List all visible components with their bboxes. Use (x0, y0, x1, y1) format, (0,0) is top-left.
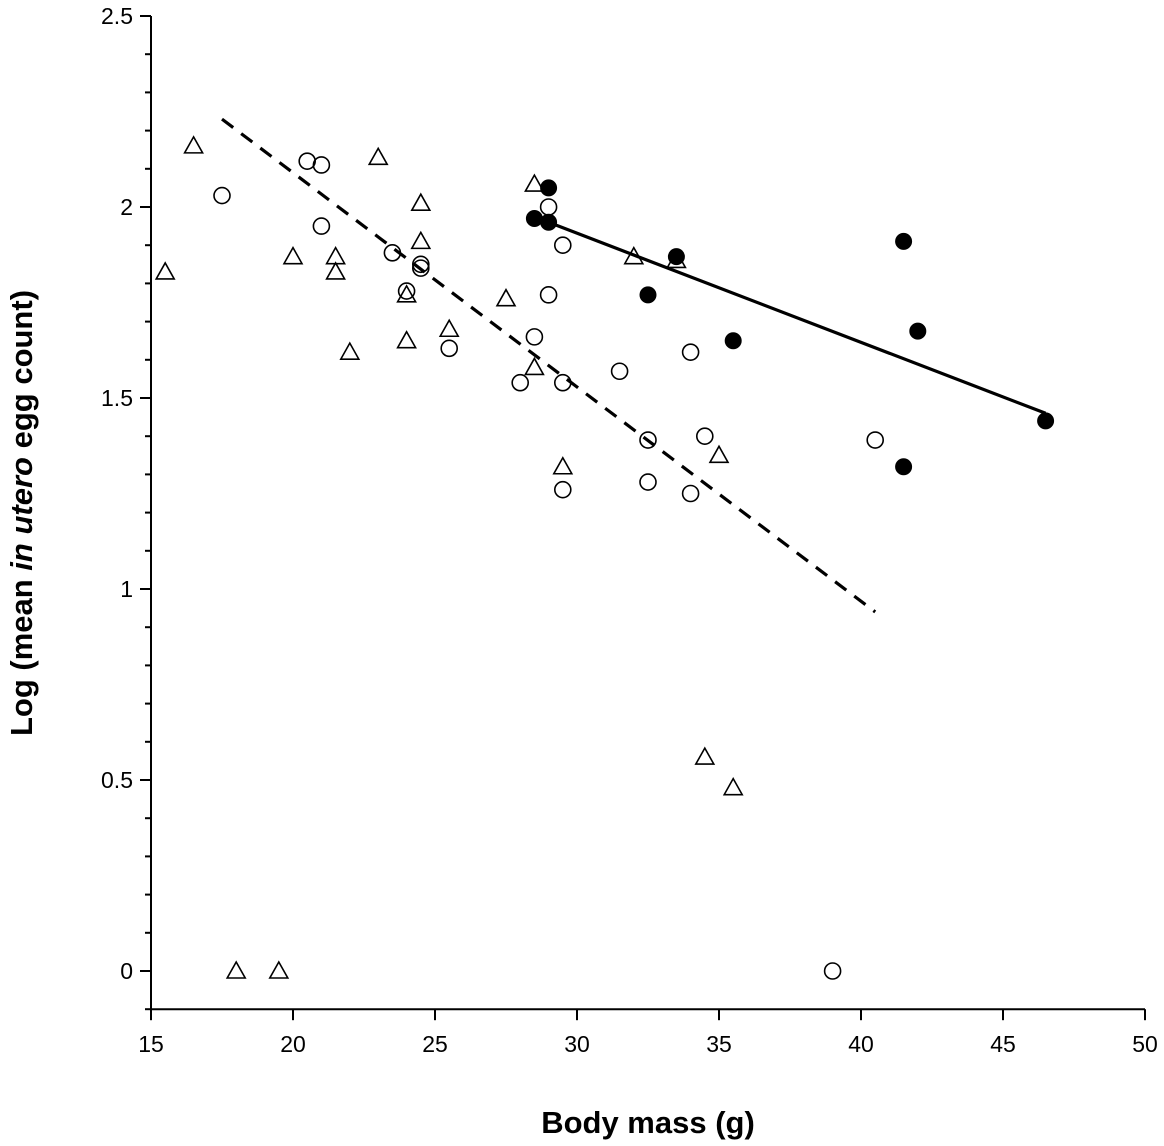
x-tick-label: 25 (422, 1031, 448, 1057)
triangle-point (339, 341, 361, 360)
triangle-point (183, 135, 204, 154)
open-circle-point (639, 473, 657, 491)
triangle-point (495, 288, 517, 307)
open-circle-point (610, 362, 629, 381)
x-tick-label: 30 (564, 1031, 590, 1057)
triangle-point (410, 192, 432, 211)
triangle-point (367, 146, 389, 166)
open-circle-point (553, 236, 572, 254)
open-circle-point (823, 962, 842, 980)
triangle-point (722, 777, 744, 796)
open-circle-point (525, 328, 544, 346)
x-tick-label: 40 (848, 1031, 874, 1057)
open-circle-point (383, 244, 402, 262)
open-circle-point (511, 373, 530, 392)
y-axis-label: Log (mean in utero egg count) (4, 290, 39, 736)
y-tick-label: 0.5 (101, 767, 133, 793)
y-tick-label: 2.5 (101, 3, 133, 29)
open-circle-point (639, 431, 657, 449)
open-circle-point (681, 343, 700, 361)
filled-circle-point (525, 209, 543, 227)
open-circle-point (440, 339, 459, 358)
triangle-point (410, 230, 432, 250)
axes: 0 0.5 1 1.5 2 2.5 15 20 25 30 35 40 45 50 (101, 3, 1158, 1057)
open-circle-point (553, 480, 572, 499)
x-axis-label: Body mass (g) (541, 1105, 755, 1140)
x-tick-label: 50 (1132, 1031, 1158, 1057)
open-circle-point (411, 255, 430, 274)
open-circle-point (411, 259, 430, 277)
y-tick-label: 1.5 (101, 385, 133, 411)
triangle-point (438, 318, 460, 338)
filled-circle-point (724, 332, 742, 350)
filled-circle-point (895, 458, 913, 476)
data-points (154, 135, 1055, 980)
triangle-point (623, 246, 645, 265)
x-tick-label: 35 (706, 1031, 732, 1057)
filled-circle-point (540, 213, 558, 231)
filled-circle-point (909, 322, 927, 340)
filled-circle-point (639, 286, 657, 304)
triangle-point (708, 444, 730, 464)
open-circle-point (397, 282, 416, 300)
triangle-point (325, 261, 346, 280)
open-circle-point (695, 427, 714, 446)
open-circle-point (539, 286, 558, 304)
open-circle-point (213, 186, 231, 205)
triangle-point (524, 356, 545, 376)
filled-circle-point (1037, 412, 1055, 430)
open-circle-point (866, 431, 885, 449)
solid-fit-line (548, 220, 1047, 415)
y-tick-label: 2 (120, 194, 133, 220)
open-circle-point (312, 217, 331, 235)
open-circle-point (681, 484, 700, 503)
triangle-point (552, 456, 574, 475)
triangle-point (396, 330, 417, 349)
filled-circle-point (667, 248, 685, 266)
filled-circle-point (540, 179, 558, 197)
open-circle-point (312, 156, 331, 174)
open-circle-point (539, 198, 558, 216)
triangle-point (225, 960, 247, 979)
filled-circle-point (895, 232, 913, 250)
triangle-point (282, 246, 304, 265)
x-tick-label: 45 (990, 1031, 1016, 1057)
triangle-point (268, 960, 290, 979)
open-circle-point (553, 373, 572, 392)
x-tick-label: 20 (280, 1031, 306, 1057)
dashed-fit-line (221, 117, 877, 614)
triangle-point (325, 246, 346, 265)
y-tick-label: 1 (120, 576, 133, 602)
triangle-point (154, 261, 176, 280)
x-tick-label: 15 (138, 1031, 164, 1057)
triangle-point (524, 173, 545, 192)
triangle-point (396, 284, 417, 303)
triangle-point (694, 746, 716, 765)
y-tick-label: 0 (120, 958, 133, 984)
fit-lines (221, 117, 1047, 614)
